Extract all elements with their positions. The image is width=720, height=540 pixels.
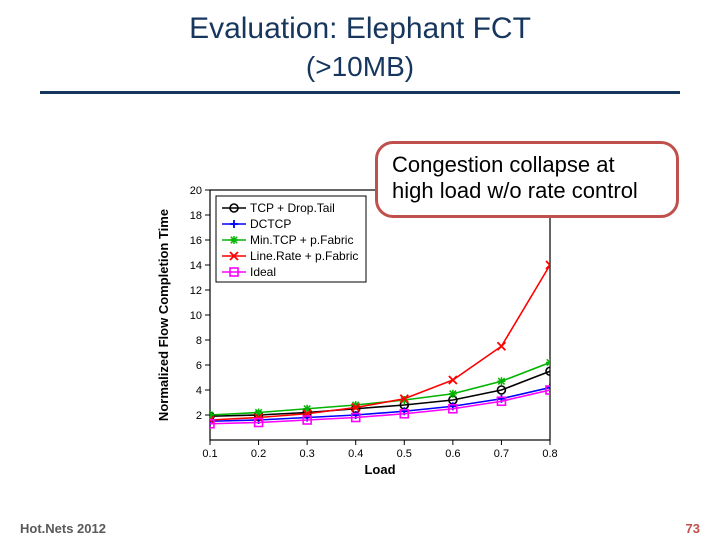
title-line2: (>10MB) bbox=[306, 51, 414, 82]
svg-text:0.8: 0.8 bbox=[542, 448, 557, 460]
svg-text:12: 12 bbox=[190, 285, 202, 297]
title-line1: Evaluation: Elephant FCT bbox=[189, 12, 531, 45]
svg-text:DCTCP: DCTCP bbox=[250, 217, 291, 231]
svg-text:Load: Load bbox=[364, 462, 395, 477]
fct-chart: 0.1 0.2 0.3 0.4 0.5 0.6 0.7 0.8 2 4 6 8 10 12 14 16 18 20… bbox=[150, 180, 570, 480]
svg-text:4: 4 bbox=[196, 385, 202, 397]
footer-left: Hot.Nets 2012 bbox=[20, 521, 106, 536]
svg-text:18: 18 bbox=[190, 210, 202, 222]
svg-text:Ideal: Ideal bbox=[250, 265, 276, 279]
svg-text:0.5: 0.5 bbox=[397, 448, 412, 460]
svg-text:20: 20 bbox=[190, 185, 202, 197]
svg-text:0.3: 0.3 bbox=[299, 448, 314, 460]
svg-text:0.4: 0.4 bbox=[348, 448, 363, 460]
svg-text:14: 14 bbox=[190, 260, 202, 272]
svg-text:TCP + Drop.Tail: TCP + Drop.Tail bbox=[250, 201, 335, 215]
svg-text:Min.TCP + p.Fabric: Min.TCP + p.Fabric bbox=[250, 233, 353, 247]
svg-text:0.6: 0.6 bbox=[445, 448, 460, 460]
svg-text:Normalized Flow Completion Tim: Normalized Flow Completion Time bbox=[156, 209, 171, 421]
svg-text:2: 2 bbox=[196, 410, 202, 422]
chart-svg: 0.1 0.2 0.3 0.4 0.5 0.6 0.7 0.8 2 4 6 8 10 12 14 16 18 20… bbox=[150, 180, 570, 480]
svg-text:0.2: 0.2 bbox=[251, 448, 266, 460]
svg-text:10: 10 bbox=[190, 310, 202, 322]
svg-text:6: 6 bbox=[196, 360, 202, 372]
callout-box: Congestion collapse at high load w/o rat… bbox=[375, 141, 679, 218]
slide-title: Evaluation: Elephant FCT (>10MB) bbox=[0, 10, 720, 85]
callout-text: Congestion collapse at high load w/o rat… bbox=[392, 152, 638, 203]
svg-text:8: 8 bbox=[196, 335, 202, 347]
title-rule bbox=[40, 91, 680, 94]
svg-text:0.1: 0.1 bbox=[202, 448, 217, 460]
svg-text:Line.Rate + p.Fabric: Line.Rate + p.Fabric bbox=[250, 249, 358, 263]
svg-text:0.7: 0.7 bbox=[494, 448, 509, 460]
page-number: 73 bbox=[686, 521, 700, 536]
svg-text:16: 16 bbox=[190, 235, 202, 247]
